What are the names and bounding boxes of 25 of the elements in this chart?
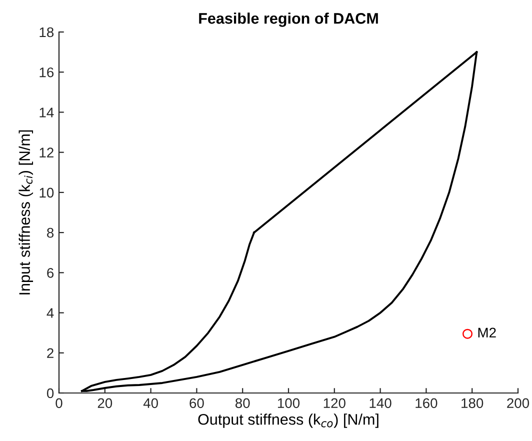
y-tick-label: 6	[47, 268, 54, 278]
x-tick-label: 20	[98, 398, 112, 408]
y-tick-label: 10	[40, 188, 54, 198]
x-tick-label: 200	[507, 398, 530, 408]
y-tick-label: 18	[40, 27, 54, 38]
x-tick-label: 100	[278, 398, 300, 408]
y-tick-label: 12	[40, 148, 54, 158]
y-tick-label: 0	[46, 388, 54, 398]
x-tick-label: 60	[190, 398, 204, 408]
x-tick-label: 140	[370, 398, 392, 408]
y-tick-label: 14	[40, 108, 54, 118]
x-tick-label: 0	[56, 398, 62, 408]
y-axis-title: Input stiffness (k$_{ci}$) [N/m]	[18, 130, 34, 294]
x-tick-label: 80	[235, 398, 250, 408]
chart-title: Feasible region of DACM	[199, 12, 378, 27]
x-axis-title: Output stiffness (k$_{co}$) [N/m]	[198, 414, 378, 428]
series-label: M2	[478, 328, 496, 338]
x-tick-label: 120	[324, 398, 346, 408]
y-tick-label: 16	[40, 67, 54, 78]
y-tick-label: 8	[47, 228, 54, 238]
y-tick-label: 4	[46, 308, 54, 318]
x-tick-label: 180	[462, 398, 484, 408]
y-tick-label: 2	[47, 348, 54, 358]
x-tick-label: 40	[143, 398, 158, 408]
x-tick-label: 160	[416, 398, 438, 408]
